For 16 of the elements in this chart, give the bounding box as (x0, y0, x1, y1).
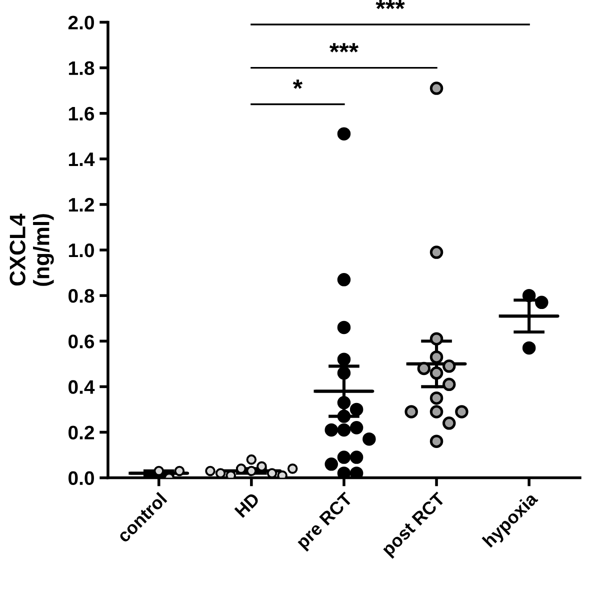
annotation: *** (329, 43, 359, 52)
y-tick-label: 0.0 (68, 471, 94, 486)
text: *** (376, 0, 405, 10)
y-tick-label: 0.2 (68, 426, 94, 440)
y-tick-label: 2.0 (68, 16, 94, 30)
y-tick-label: 0.4 (68, 380, 95, 394)
y-axis-title: CXCL4 (ng/ml) (10, 214, 54, 286)
y-tick-label: 1.2 (68, 198, 94, 212)
y-tick-label: 1.8 (68, 61, 94, 76)
x-tick-label: HD (234, 492, 260, 518)
y-tick-label: 1.6 (68, 106, 94, 121)
annotation: * (292, 80, 303, 89)
y-tick-label: 1.0 (68, 243, 94, 258)
y-tick-label: 0.8 (68, 289, 94, 303)
y-tick-label: 0.6 (68, 334, 94, 348)
y-tick-label: 1.4 (68, 152, 95, 166)
